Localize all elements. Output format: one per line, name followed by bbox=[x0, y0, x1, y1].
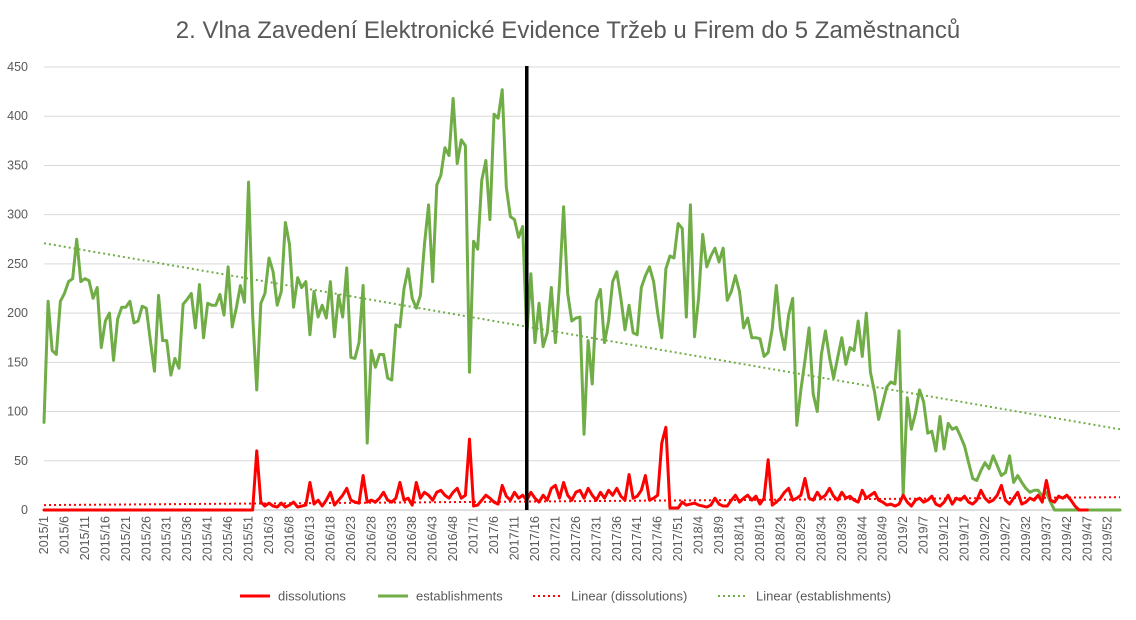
x-tick-label: 2017/11 bbox=[507, 516, 521, 560]
x-tick-label: 2016/3 bbox=[262, 516, 276, 554]
legend-label: establishments bbox=[416, 589, 503, 604]
x-tick-label: 2018/44 bbox=[855, 516, 869, 561]
x-tick-label: 2018/14 bbox=[733, 516, 747, 561]
x-tick-label: 2015/1 bbox=[37, 516, 51, 554]
x-tick-label: 2016/33 bbox=[385, 516, 399, 561]
x-tick-label: 2015/11 bbox=[78, 516, 92, 560]
y-tick-label: 150 bbox=[7, 355, 28, 369]
x-tick-label: 2018/49 bbox=[876, 516, 890, 561]
x-tick-label: 2015/6 bbox=[57, 516, 71, 554]
x-tick-label: 2018/39 bbox=[835, 516, 849, 561]
x-tick-label: 2016/48 bbox=[446, 516, 460, 561]
x-tick-label: 2019/7 bbox=[917, 516, 931, 554]
x-tick-label: 2017/51 bbox=[671, 516, 685, 561]
x-tick-label: 2019/52 bbox=[1101, 516, 1115, 561]
x-tick-label: 2019/32 bbox=[1019, 516, 1033, 561]
legend-label: Linear (dissolutions) bbox=[571, 589, 687, 604]
gridlines bbox=[44, 66, 1120, 511]
legend: dissolutions establishments Linear (dissol… bbox=[240, 589, 891, 604]
y-tick-label: 450 bbox=[7, 60, 28, 74]
x-tick-label: 2015/41 bbox=[201, 516, 215, 561]
y-tick-label: 350 bbox=[7, 158, 28, 172]
data-series bbox=[42, 88, 1122, 512]
x-tick-label: 2015/51 bbox=[242, 516, 256, 561]
x-tick-label: 2017/21 bbox=[548, 516, 562, 561]
x-tick-label: 2019/2 bbox=[896, 516, 910, 554]
legend-label: Linear (establishments) bbox=[756, 589, 891, 604]
x-tick-label: 2019/47 bbox=[1080, 516, 1094, 561]
x-tick-label: 2018/4 bbox=[692, 516, 706, 554]
x-tick-label: 2017/16 bbox=[528, 516, 542, 561]
x-tick-label: 2017/26 bbox=[569, 516, 583, 561]
x-axis-ticks: 2015/1 2015/6 2015/11 2015/16 2015/21 2015/26… bbox=[37, 516, 1115, 561]
x-tick-label: 2019/12 bbox=[937, 516, 951, 561]
x-tick-label: 2016/18 bbox=[323, 516, 337, 561]
x-tick-label: 2017/1 bbox=[467, 516, 481, 554]
x-tick-label: 2016/38 bbox=[405, 516, 419, 561]
x-tick-label: 2019/42 bbox=[1060, 516, 1074, 561]
x-tick-label: 2015/36 bbox=[180, 516, 194, 561]
x-tick-label: 2016/8 bbox=[282, 516, 296, 554]
x-tick-label: 2017/41 bbox=[630, 516, 644, 561]
x-tick-label: 2019/17 bbox=[958, 516, 972, 561]
x-tick-label: 2017/36 bbox=[610, 516, 624, 561]
y-tick-label: 250 bbox=[7, 257, 28, 271]
x-tick-label: 2017/6 bbox=[487, 516, 501, 554]
trendline-dissolutions bbox=[43, 496, 1121, 507]
legend-label: dissolutions bbox=[278, 589, 346, 604]
y-tick-label: 300 bbox=[7, 208, 28, 222]
y-tick-label: 200 bbox=[7, 306, 28, 320]
chart-title: 2. Vlna Zavedení Elektronické Evidence T… bbox=[176, 17, 960, 44]
x-tick-label: 2016/28 bbox=[364, 516, 378, 561]
x-tick-label: 2015/31 bbox=[160, 516, 174, 561]
x-tick-label: 2018/9 bbox=[712, 516, 726, 554]
x-tick-label: 2015/46 bbox=[221, 516, 235, 561]
series-line-establishments bbox=[42, 88, 1122, 512]
x-tick-label: 2016/23 bbox=[344, 516, 358, 561]
x-tick-label: 2015/21 bbox=[119, 516, 133, 561]
x-tick-label: 2016/13 bbox=[303, 516, 317, 561]
y-tick-label: 400 bbox=[7, 109, 28, 123]
x-tick-label: 2019/27 bbox=[998, 516, 1012, 561]
y-axis-ticks: 0 50 100 150 200 250 300 350 400 450 bbox=[7, 60, 28, 517]
x-tick-label: 2018/29 bbox=[794, 516, 808, 561]
y-tick-label: 0 bbox=[21, 503, 28, 517]
x-tick-label: 2016/43 bbox=[426, 516, 440, 561]
series-line-dissolutions bbox=[42, 425, 1089, 512]
x-tick-label: 2015/16 bbox=[98, 516, 112, 561]
y-tick-label: 50 bbox=[14, 454, 28, 468]
x-tick-label: 2019/37 bbox=[1039, 516, 1053, 561]
x-tick-label: 2018/34 bbox=[814, 516, 828, 561]
x-tick-label: 2017/46 bbox=[651, 516, 665, 561]
x-tick-label: 2017/31 bbox=[589, 516, 603, 561]
x-tick-label: 2019/22 bbox=[978, 516, 992, 561]
x-tick-label: 2015/26 bbox=[139, 516, 153, 561]
x-tick-label: 2018/24 bbox=[773, 516, 787, 561]
x-tick-label: 2018/19 bbox=[753, 516, 767, 561]
y-tick-label: 100 bbox=[7, 405, 28, 419]
